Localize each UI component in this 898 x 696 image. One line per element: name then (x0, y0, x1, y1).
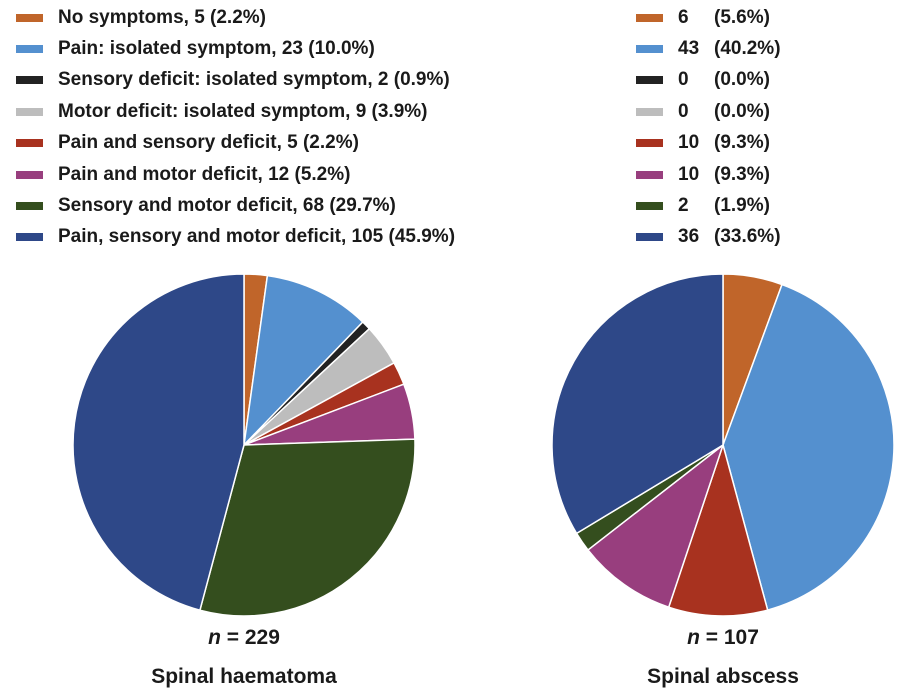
legend-count: 10 (678, 132, 700, 154)
n-symbol: n (687, 626, 700, 649)
legend-item: Sensory and motor deficit, 68 (29.7%) (16, 190, 455, 221)
legend-item: 6 (5.6%) (636, 2, 781, 33)
legend-percent: (33.6%) (714, 226, 781, 248)
legend-count: 6 (678, 6, 689, 28)
pie-chart-haematoma (72, 273, 416, 617)
legend-swatch-motor-isolated (636, 107, 663, 116)
legend-swatch-motor-isolated (16, 107, 43, 116)
legend-count: 43 (678, 38, 700, 60)
legend-count: 0 (678, 69, 689, 91)
n-value: = 229 (226, 626, 280, 649)
n-symbol: n (208, 626, 221, 649)
legend-label: Pain and motor deficit, 12 (5.2%) (58, 163, 351, 185)
sample-size-abscess: n = 107 (623, 626, 823, 650)
legend-label: Sensory deficit: isolated symptom, 2 (0.… (58, 69, 450, 91)
legend-item: 10 (9.3%) (636, 159, 781, 190)
legend-haematoma: No symptoms, 5 (2.2%) Pain: isolated sym… (16, 2, 455, 253)
legend-item: Sensory deficit: isolated symptom, 2 (0.… (16, 65, 455, 96)
legend-swatch-pain-motor (16, 170, 43, 179)
legend-count: 2 (678, 195, 689, 217)
pie-slice-sensory-motor (199, 438, 416, 617)
legend-percent: (5.6%) (714, 6, 770, 28)
pie-slice-pain-sensory (667, 442, 769, 617)
legend-percent: (9.3%) (714, 132, 770, 154)
legend-swatch-pain-motor (636, 170, 663, 179)
legend-item: Pain: isolated symptom, 23 (10.0%) (16, 33, 455, 64)
legend-percent: (0.0%) (714, 100, 770, 122)
pie-slice-pain-sensory-motor (551, 273, 724, 535)
legend-label: No symptoms, 5 (2.2%) (58, 6, 266, 28)
legend-percent: (0.0%) (714, 69, 770, 91)
legend-swatch-sensory-motor (636, 202, 663, 211)
legend-item: Motor deficit: isolated symptom, 9 (3.9%… (16, 96, 455, 127)
legend-swatch-sensory-isolated (16, 76, 43, 85)
legend-percent: (1.9%) (714, 195, 770, 217)
legend-item: 2 (1.9%) (636, 190, 781, 221)
legend-label: Pain, sensory and motor deficit, 105 (45… (58, 226, 456, 248)
pie-slice-pain-isolated (722, 283, 895, 611)
legend-item: 43 (40.2%) (636, 33, 781, 64)
legend-item: Pain and sensory deficit, 5 (2.2%) (16, 128, 455, 159)
legend-label: Pain and sensory deficit, 5 (2.2%) (58, 132, 359, 154)
legend-abscess: 6 (5.6%) 43 (40.2%) 0 (0.0%) 0 (0.0%) 10 (9.3… (636, 2, 781, 253)
legend-label: Motor deficit: isolated symptom, 9 (3.9%… (58, 100, 428, 122)
pie-slice-pain-motor (586, 442, 725, 609)
legend-item: 36 (33.6%) (636, 222, 781, 253)
legend-swatch-pain-sensory-motor (16, 233, 43, 242)
legend-swatch-no-symptoms (636, 13, 663, 22)
legend-swatch-no-symptoms (16, 13, 43, 22)
pie-chart-abscess (551, 273, 895, 617)
legend-swatch-pain-sensory (16, 139, 43, 148)
pie-slice-pain-sensory-motor (72, 273, 245, 612)
chart-title-haematoma: Spinal haematoma (151, 665, 337, 688)
legend-percent: (9.3%) (714, 163, 770, 185)
pie-slice-pain-isolated (242, 274, 364, 448)
n-value: = 107 (705, 626, 759, 649)
legend-swatch-sensory-motor (16, 202, 43, 211)
legend-count: 0 (678, 100, 689, 122)
legend-swatch-sensory-isolated (636, 76, 663, 85)
legend-item: 10 (9.3%) (636, 128, 781, 159)
sample-size-haematoma: n = 229 (144, 626, 344, 650)
legend-count: 10 (678, 163, 700, 185)
legend-label: Sensory and motor deficit, 68 (29.7%) (58, 195, 396, 217)
legend-label: Pain: isolated symptom, 23 (10.0%) (58, 38, 375, 60)
legend-item: Pain and motor deficit, 12 (5.2%) (16, 159, 455, 190)
legend-item: 0 (0.0%) (636, 96, 781, 127)
legend-count: 36 (678, 226, 700, 248)
legend-swatch-pain-sensory-motor (636, 233, 663, 242)
legend-item: No symptoms, 5 (2.2%) (16, 2, 455, 33)
legend-item: 0 (0.0%) (636, 65, 781, 96)
legend-swatch-pain-isolated (636, 45, 663, 54)
legend-swatch-pain-sensory (636, 139, 663, 148)
legend-swatch-pain-isolated (16, 45, 43, 54)
legend-item: Pain, sensory and motor deficit, 105 (45… (16, 222, 455, 253)
legend-percent: (40.2%) (714, 38, 781, 60)
chart-title-abscess: Spinal abscess (647, 665, 799, 688)
